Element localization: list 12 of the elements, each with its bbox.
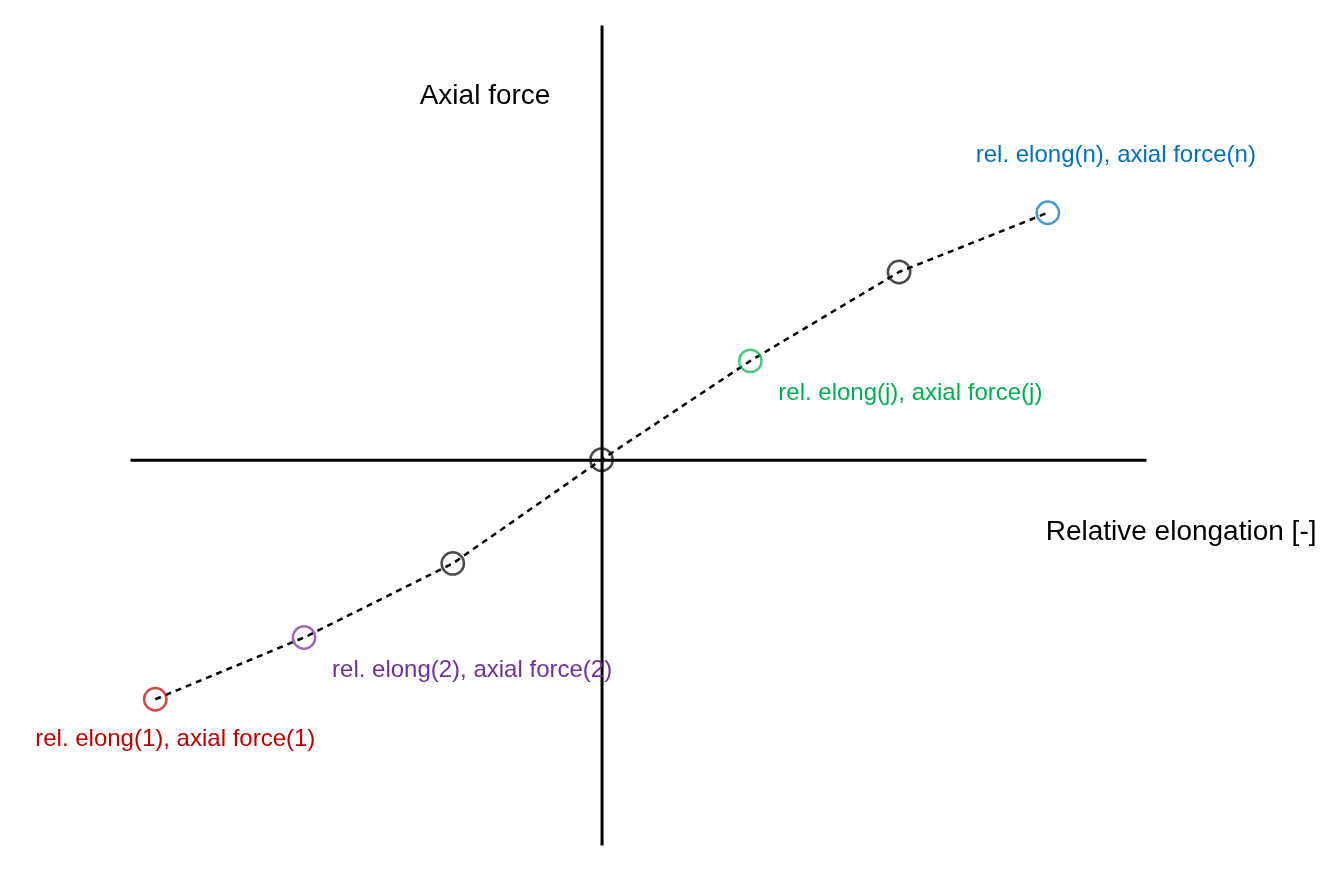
point xyxy=(291,625,317,650)
annotation: rel. elong(j), axial force(j) xyxy=(778,377,1043,405)
point xyxy=(1035,200,1061,226)
point xyxy=(142,686,168,712)
text: rel. elong(n), axial force(n) xyxy=(975,139,1256,167)
point xyxy=(589,447,614,473)
x-axis-title: Relative elongation [-] xyxy=(1045,515,1317,547)
point xyxy=(440,551,466,576)
y-axis-title: Axial force xyxy=(419,78,551,110)
point xyxy=(737,348,763,374)
point xyxy=(886,259,912,285)
text: rel. elong(1), axial force(1) xyxy=(35,724,316,752)
